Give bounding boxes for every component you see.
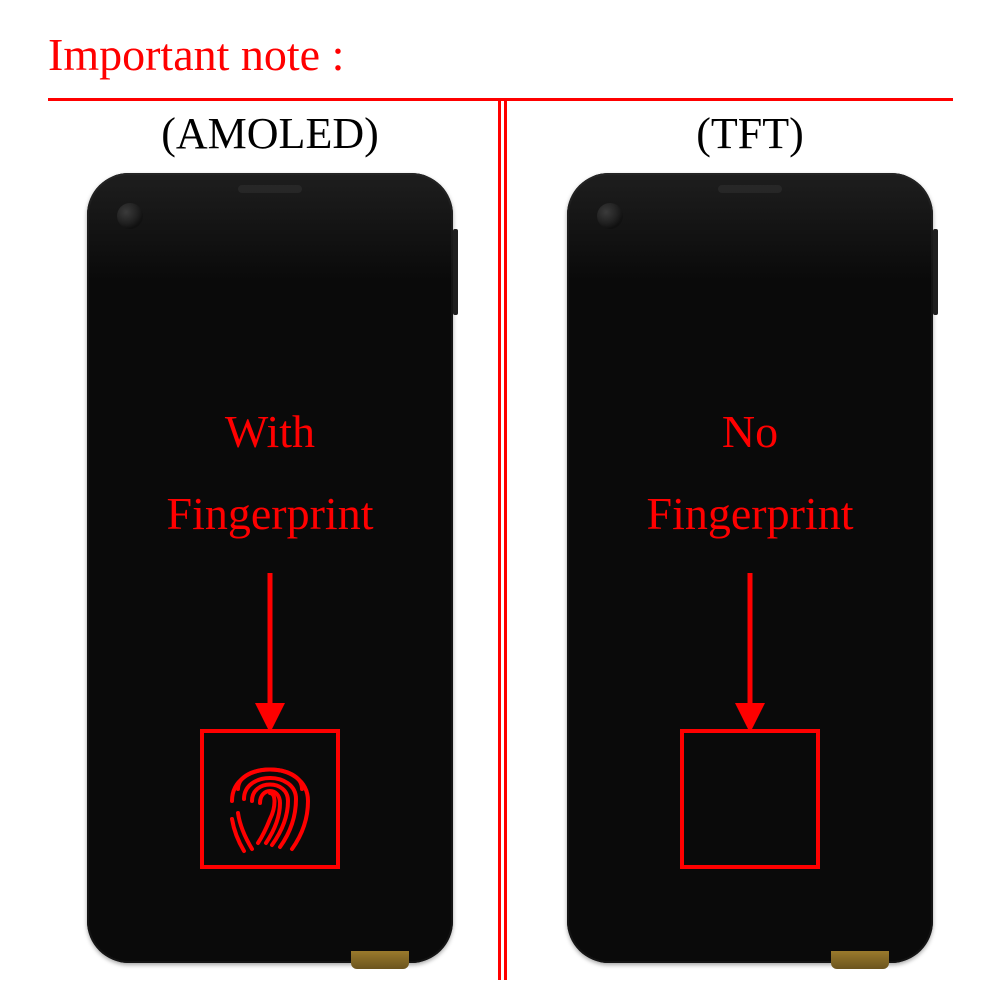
flex-cable [351, 951, 409, 969]
arrow-amoled [250, 573, 290, 738]
screen-line1: With [87, 408, 453, 456]
phone-tft: No Fingerprint [567, 173, 933, 963]
punch-hole-camera [597, 203, 623, 229]
phone-amoled: With Fingerprint [87, 173, 453, 963]
side-button [453, 229, 458, 315]
screen-text-amoled: With Fingerprint [87, 408, 453, 539]
speaker-slot [238, 185, 302, 193]
fingerprint-icon [220, 741, 320, 856]
flex-cable [831, 951, 889, 969]
screen-line1: No [567, 408, 933, 456]
vertical-divider-2 [504, 100, 507, 980]
vertical-divider [498, 100, 501, 980]
side-button [933, 229, 938, 315]
arrow-tft [730, 573, 770, 738]
panel-amoled-header: (AMOLED) [60, 108, 480, 159]
fingerprint-box [200, 729, 340, 869]
panel-tft: (TFT) No Fingerprint [540, 108, 960, 963]
title: Important note : [48, 28, 344, 81]
panel-amoled: (AMOLED) With Fingerprint [60, 108, 480, 963]
speaker-slot [718, 185, 782, 193]
screen-text-tft: No Fingerprint [567, 408, 933, 539]
screen-line2: Fingerprint [567, 490, 933, 538]
screen-line2: Fingerprint [87, 490, 453, 538]
panel-tft-header: (TFT) [540, 108, 960, 159]
empty-box [680, 729, 820, 869]
punch-hole-camera [117, 203, 143, 229]
